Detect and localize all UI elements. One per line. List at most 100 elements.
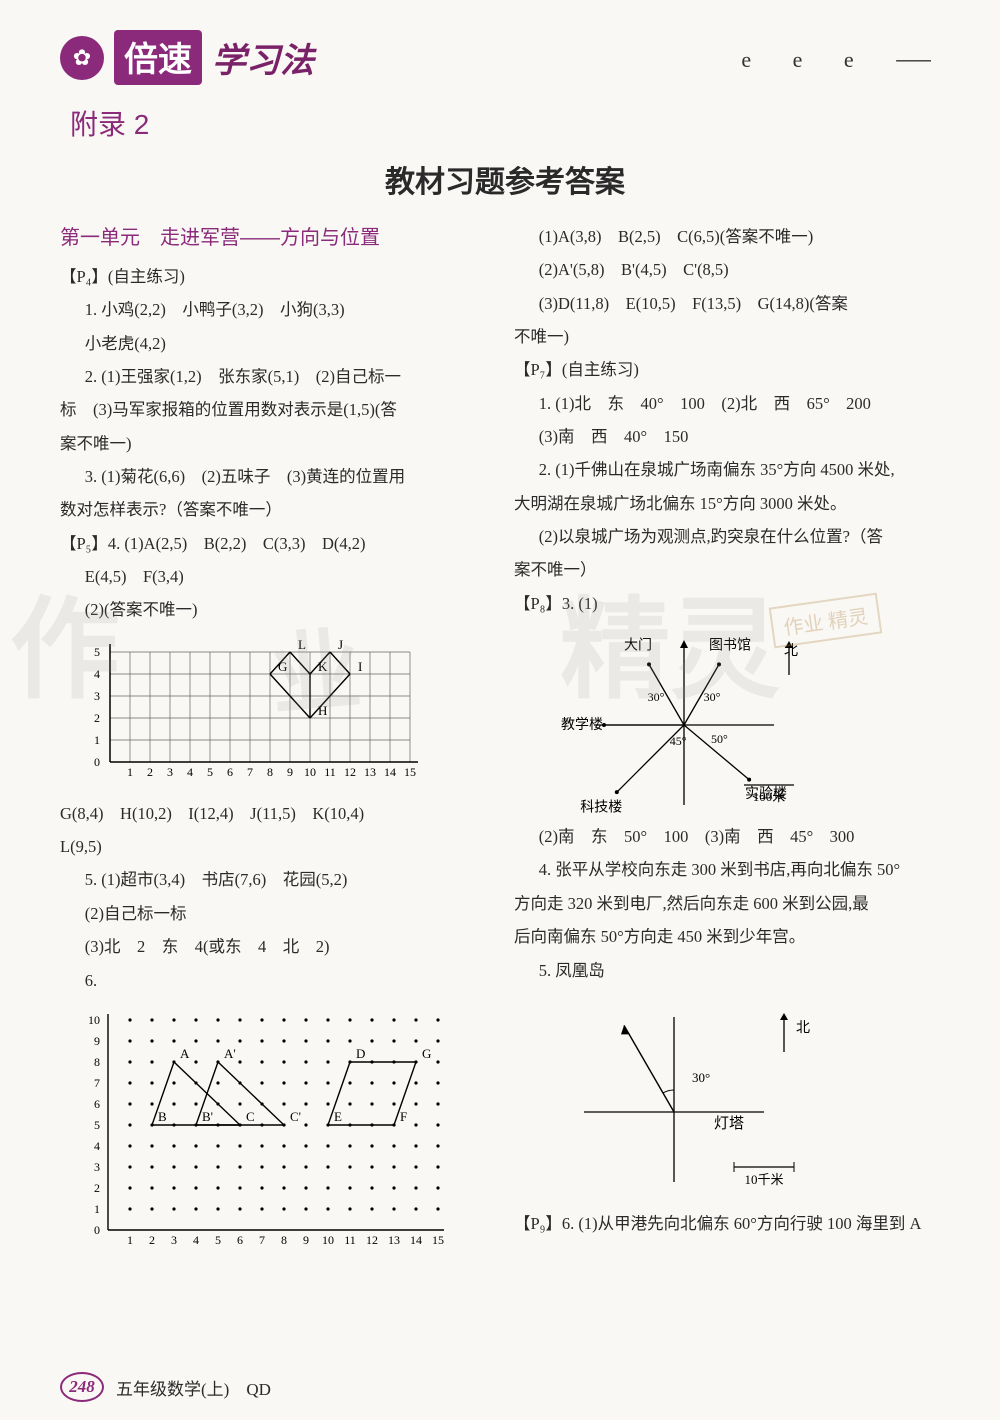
ans-line: (2)南 东 50° 100 (3)南 西 45° 300 <box>514 821 950 852</box>
svg-text:7: 7 <box>259 1233 265 1247</box>
svg-text:3: 3 <box>94 1160 100 1174</box>
svg-text:大门: 大门 <box>624 637 652 653</box>
p5-label: 【P₅】4. (1)A(2,5) B(2,2) C(3,3) D(4,2) <box>60 528 496 559</box>
ans-line: 1. 小鸡(2,2) 小鸭子(3,2) 小狗(3,3) <box>60 294 496 325</box>
svg-text:C': C' <box>290 1109 301 1124</box>
svg-text:12: 12 <box>344 765 356 779</box>
svg-text:14: 14 <box>384 765 396 779</box>
right-column: (1)A(3,8) B(2,5) C(6,5)(答案不唯一) (2)A'(5,8… <box>514 219 950 1258</box>
svg-text:实验楼: 实验楼 <box>745 786 787 802</box>
svg-text:11: 11 <box>324 765 336 779</box>
ans-line: 标 (3)马军家报箱的位置用数对表示是(1,5)(答 <box>60 394 496 425</box>
svg-text:8: 8 <box>281 1233 287 1247</box>
brand-logo-icon: ✿ <box>60 36 104 80</box>
island-diagram: 北30°灯塔10千米 <box>534 992 834 1202</box>
left-column: 第一单元 走进军营——方向与位置 【P₄】(自主练习) 1. 小鸡(2,2) 小… <box>60 219 496 1258</box>
svg-text:G: G <box>422 1046 431 1061</box>
svg-text:3: 3 <box>94 689 100 703</box>
ans-line: 2. (1)王强家(1,2) 张东家(5,1) (2)自己标一 <box>60 361 496 392</box>
svg-text:教学楼: 教学楼 <box>561 717 603 733</box>
svg-text:10: 10 <box>322 1233 334 1247</box>
ans-line: (2)(答案不唯一) <box>60 594 496 625</box>
svg-text:D: D <box>356 1046 365 1061</box>
svg-text:45°: 45° <box>670 734 687 748</box>
svg-text:0: 0 <box>94 755 100 769</box>
svg-text:2: 2 <box>147 765 153 779</box>
ans-line: 2. (1)千佛山在泉城广场南偏东 35°方向 4500 米处, <box>514 454 950 485</box>
svg-text:A': A' <box>224 1046 236 1061</box>
ans-line: 4. 张平从学校向东走 300 米到书店,再向北偏东 50° <box>514 854 950 885</box>
svg-text:50°: 50° <box>711 732 728 746</box>
unit-title: 第一单元 走进军营——方向与位置 <box>60 219 496 257</box>
svg-text:12: 12 <box>366 1233 378 1247</box>
svg-text:J: J <box>338 637 343 652</box>
svg-text:11: 11 <box>344 1233 356 1247</box>
footer-text: 五年级数学(上) QD <box>116 1375 271 1400</box>
ans-line: (1)A(3,8) B(2,5) C(6,5)(答案不唯一) <box>514 221 950 252</box>
ans-line: 方向走 320 米到电厂,然后向东走 600 米到公园,最 <box>514 888 950 919</box>
ans-line: (3)南 西 40° 150 <box>514 421 950 452</box>
p7-label: 【P₇】(自主练习) <box>514 354 950 385</box>
svg-text:10: 10 <box>304 765 316 779</box>
svg-text:15: 15 <box>432 1233 444 1247</box>
compass-diagram: 北100米大门30°图书馆30°教学楼实验楼50°科技楼45° <box>534 625 864 815</box>
svg-text:4: 4 <box>193 1233 199 1247</box>
svg-text:7: 7 <box>94 1076 100 1090</box>
svg-text:8: 8 <box>267 765 273 779</box>
ans-line: 小老虎(4,2) <box>60 328 496 359</box>
svg-text:10: 10 <box>88 1013 100 1027</box>
svg-text:灯塔: 灯塔 <box>714 1115 744 1132</box>
svg-text:A: A <box>180 1046 190 1061</box>
svg-text:4: 4 <box>94 1139 100 1153</box>
svg-text:6: 6 <box>94 1097 100 1111</box>
brand-text-1: 倍速 <box>114 30 202 85</box>
svg-text:5: 5 <box>215 1233 221 1247</box>
svg-text:C: C <box>246 1109 255 1124</box>
ans-line: 1. (1)北 东 40° 100 (2)北 西 65° 200 <box>514 388 950 419</box>
ans-line: 数对怎样表示?（答案不唯一） <box>60 494 496 525</box>
svg-text:1: 1 <box>94 1202 100 1216</box>
ans-line: 案不唯一) <box>60 428 496 459</box>
svg-text:K: K <box>318 659 328 674</box>
svg-text:4: 4 <box>94 667 100 681</box>
svg-text:8: 8 <box>94 1055 100 1069</box>
svg-text:10千米: 10千米 <box>744 1172 783 1187</box>
p8-label: 【P₈】3. (1) <box>514 588 950 619</box>
svg-text:5: 5 <box>94 1118 100 1132</box>
svg-text:6: 6 <box>227 765 233 779</box>
p4-label: 【P₄】(自主练习) <box>60 261 496 292</box>
svg-text:0: 0 <box>94 1223 100 1237</box>
svg-text:H: H <box>318 703 327 718</box>
page-footer: 248 五年级数学(上) QD <box>60 1372 271 1402</box>
ans-line: 不唯一) <box>514 321 950 352</box>
svg-text:4: 4 <box>187 765 193 779</box>
svg-text:图书馆: 图书馆 <box>709 637 751 653</box>
ans-line: L(9,5) <box>60 831 496 862</box>
svg-text:1: 1 <box>94 733 100 747</box>
svg-text:14: 14 <box>410 1233 422 1247</box>
svg-text:3: 3 <box>171 1233 177 1247</box>
svg-text:G: G <box>278 659 287 674</box>
ans-line: 3. (1)菊花(6,6) (2)五味子 (3)黄连的位置用 <box>60 461 496 492</box>
ans-line: 大明湖在泉城广场北偏东 15°方向 3000 米处。 <box>514 488 950 519</box>
ans-line: 5. (1)超市(3,4) 书店(7,6) 花园(5,2) <box>60 864 496 895</box>
ans-line: (2)A'(5,8) B'(4,5) C'(8,5) <box>514 254 950 285</box>
svg-text:B': B' <box>202 1109 213 1124</box>
svg-text:3: 3 <box>167 765 173 779</box>
ans-line: 5. 凤凰岛 <box>514 955 950 986</box>
svg-text:科技楼: 科技楼 <box>580 800 622 815</box>
svg-text:2: 2 <box>94 1181 100 1195</box>
ans-line: (3)北 2 东 4(或东 4 北 2) <box>60 931 496 962</box>
page-number: 248 <box>60 1372 104 1402</box>
svg-text:1: 1 <box>127 765 133 779</box>
svg-text:2: 2 <box>149 1233 155 1247</box>
svg-text:7: 7 <box>247 765 253 779</box>
ans-line: G(8,4) H(10,2) I(12,4) J(11,5) K(10,4) <box>60 798 496 829</box>
svg-text:30°: 30° <box>692 1070 710 1085</box>
brand-text-2: 学习法 <box>212 33 314 82</box>
svg-text:13: 13 <box>364 765 376 779</box>
ans-line: 6. <box>60 965 496 996</box>
header-doodle: e e e ⸺ <box>741 42 950 74</box>
p9-label: 【P₉】6. (1)从甲港先向北偏东 60°方向行驶 100 海里到 A <box>514 1208 950 1239</box>
svg-text:L: L <box>298 637 306 652</box>
